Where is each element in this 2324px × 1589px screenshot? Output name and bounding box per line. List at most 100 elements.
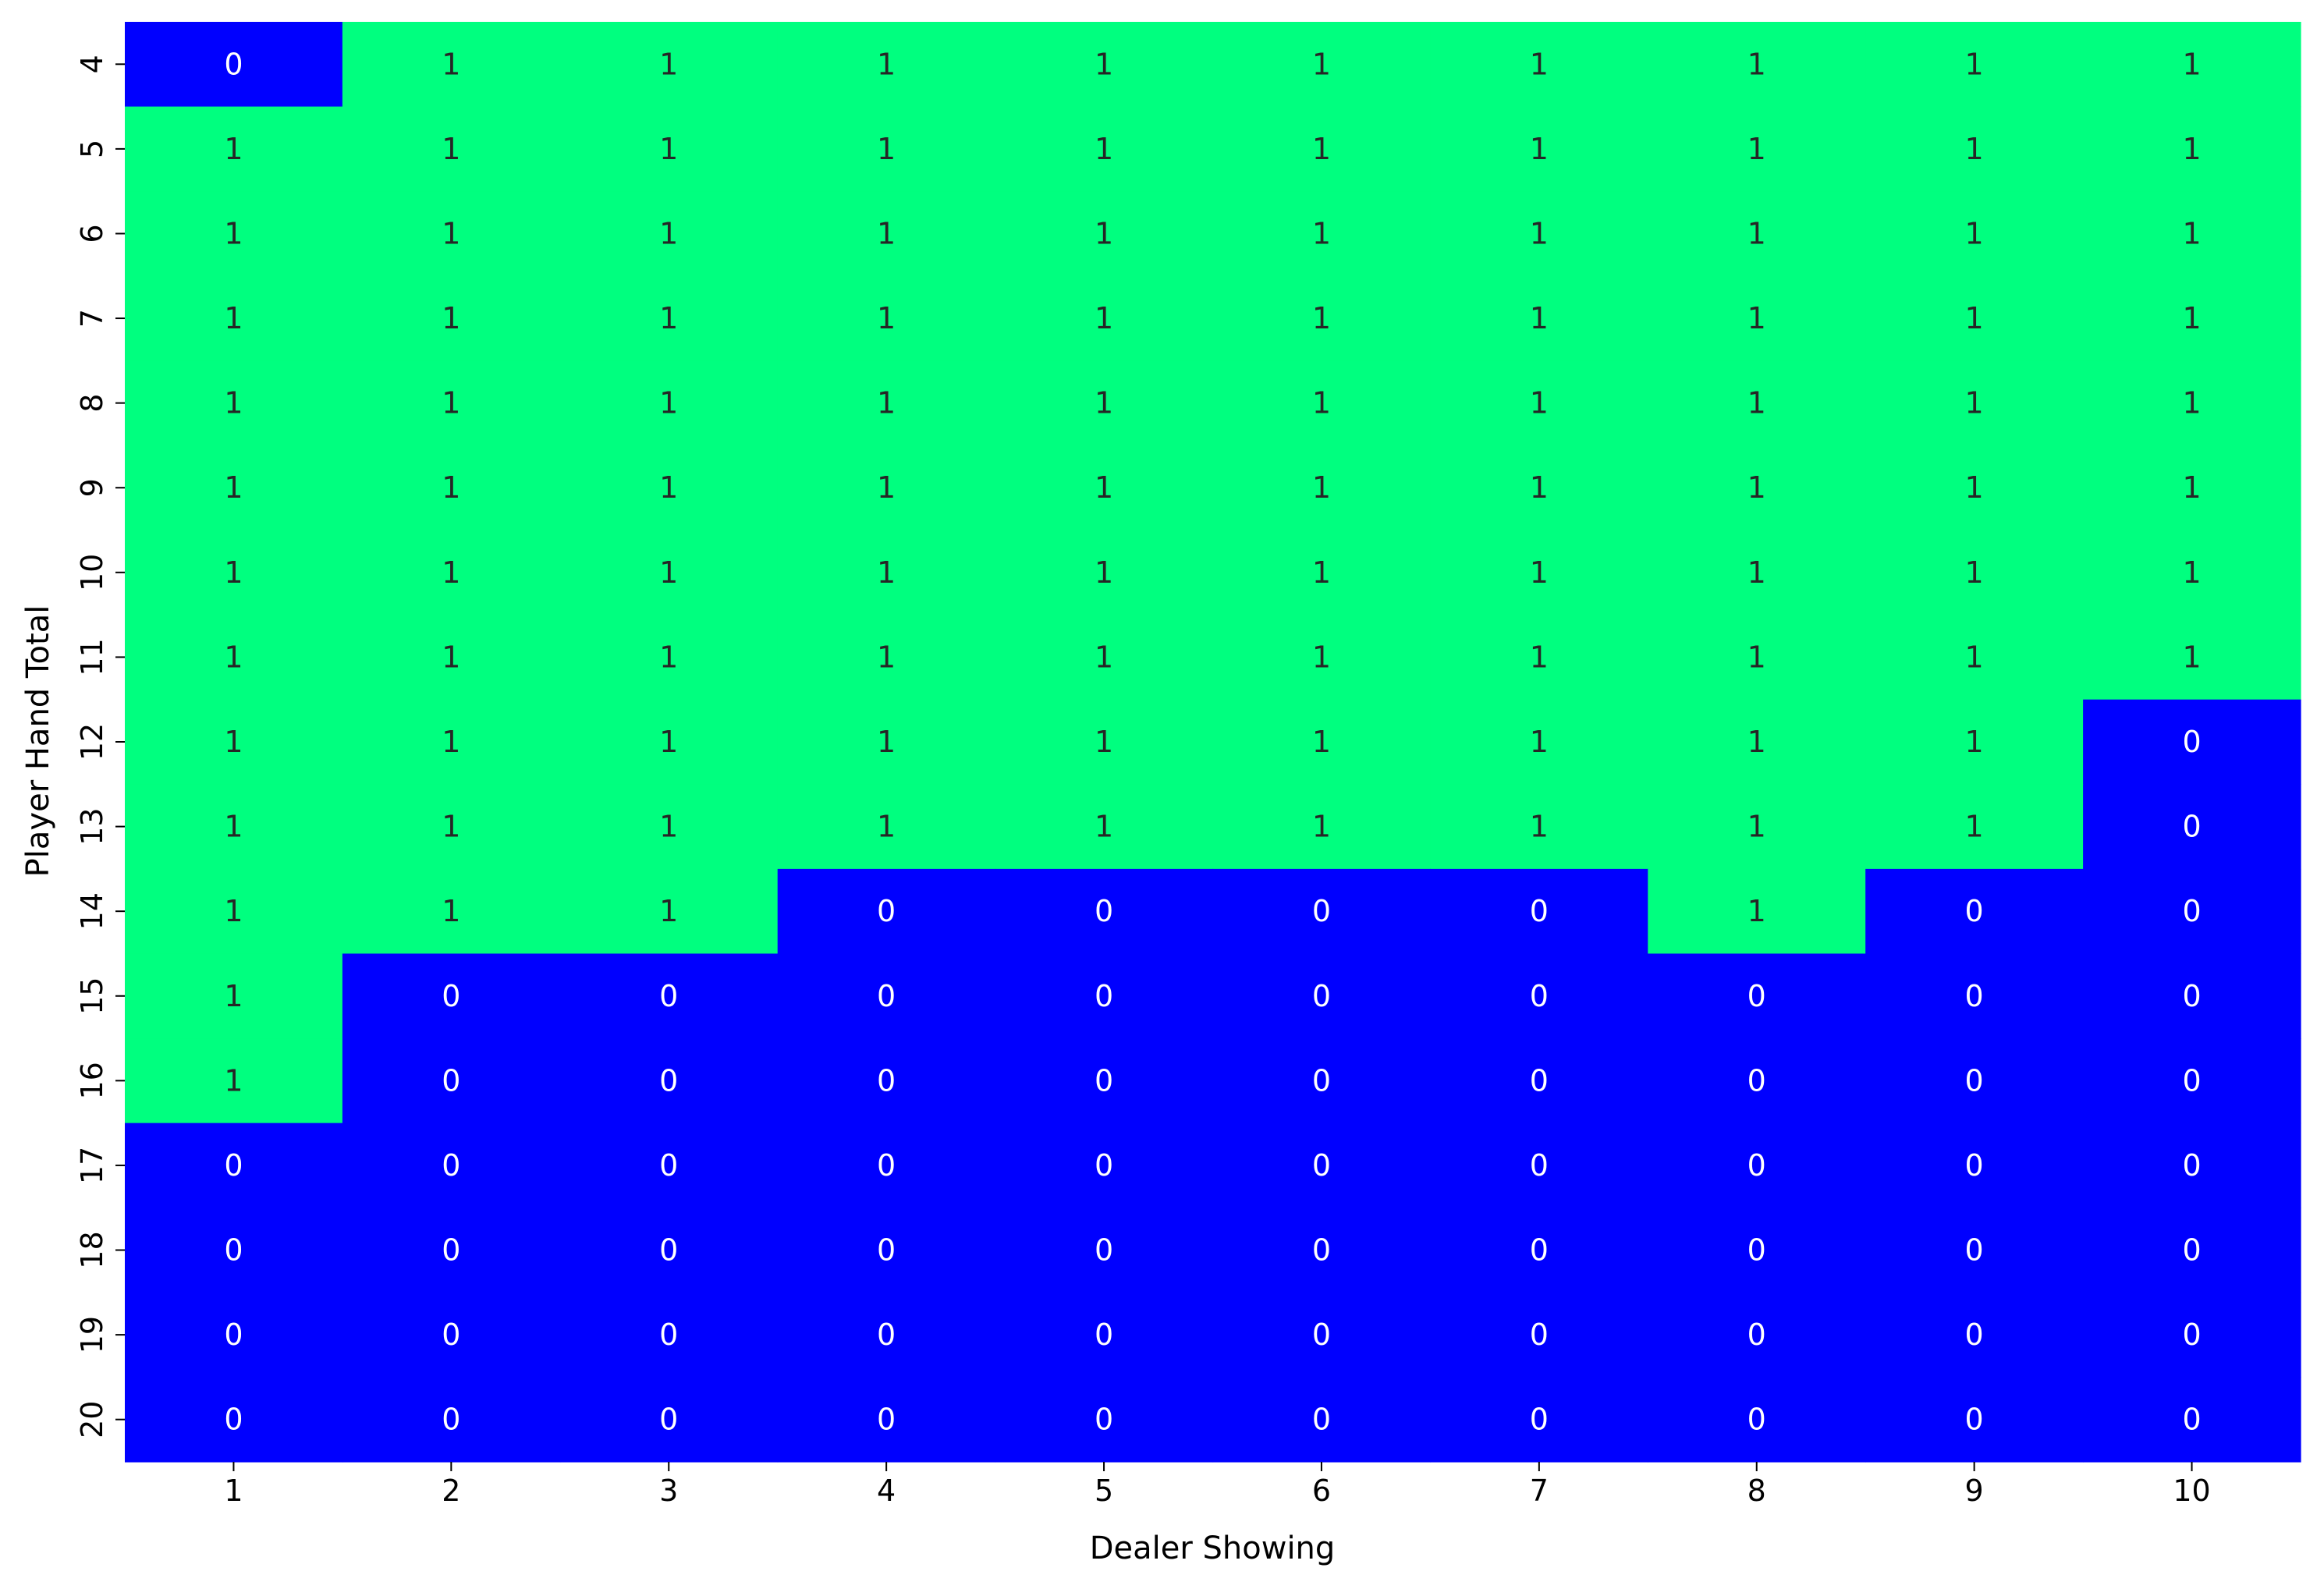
x-tick-label-3: 3: [659, 1474, 678, 1508]
heatmap-cell-15-3: [559, 953, 779, 1039]
heatmap-cell-6-7: [1430, 191, 1648, 277]
cell-value-label-17-1: 0: [224, 1148, 243, 1183]
cell-value-label-9-8: 1: [1747, 470, 1766, 505]
cell-value-label-4-5: 1: [1095, 47, 1113, 81]
heatmap-cell-7-6: [1212, 275, 1431, 361]
cell-value-label-19-7: 0: [1530, 1318, 1549, 1352]
cell-value-label-8-9: 1: [1965, 386, 1984, 420]
cell-value-label-9-7: 1: [1530, 470, 1549, 505]
cell-value-label-18-1: 0: [224, 1233, 243, 1268]
cell-value-label-9-3: 1: [659, 470, 678, 505]
cell-value-label-12-8: 1: [1747, 725, 1766, 759]
heatmap-cell-20-8: [1648, 1377, 1866, 1463]
cell-value-label-6-5: 1: [1095, 216, 1113, 250]
heatmap-cell-14-4: [777, 868, 996, 955]
heatmap-cell-6-6: [1212, 191, 1431, 277]
heatmap-cell-12-8: [1648, 699, 1866, 785]
cell-value-label-14-2: 1: [442, 894, 460, 928]
heatmap-cell-4-7: [1430, 22, 1648, 108]
x-tick-label-8: 8: [1747, 1474, 1766, 1508]
x-tick-label-10: 10: [2173, 1474, 2210, 1508]
cell-value-label-18-7: 0: [1530, 1233, 1549, 1268]
heatmap-cell-10-5: [995, 530, 1214, 615]
heatmap-cell-20-1: [125, 1377, 343, 1463]
x-tick-label-2: 2: [442, 1474, 460, 1508]
heatmap-cell-8-5: [995, 360, 1214, 446]
cell-value-label-15-3: 0: [659, 979, 678, 1013]
cell-value-label-7-6: 1: [1312, 301, 1331, 335]
cell-value-label-13-10: 0: [2182, 810, 2201, 844]
cell-value-label-9-10: 1: [2182, 470, 2201, 505]
heatmap-cell-12-3: [559, 699, 779, 785]
cell-value-label-5-9: 1: [1965, 132, 1984, 166]
heatmap-cell-12-4: [777, 699, 996, 785]
heatmap-cell-5-8: [1648, 106, 1866, 192]
cell-value-label-15-1: 1: [224, 979, 243, 1013]
cell-value-label-16-8: 0: [1747, 1063, 1766, 1098]
heatmap-cell-17-8: [1648, 1123, 1866, 1208]
y-axis-label: Player Hand Total: [20, 605, 56, 878]
cell-value-label-5-8: 1: [1747, 132, 1766, 166]
cell-value-label-15-5: 0: [1095, 979, 1113, 1013]
heatmap-cell-14-6: [1212, 868, 1431, 955]
cell-value-label-9-2: 1: [442, 470, 460, 505]
cell-value-label-8-5: 1: [1095, 386, 1113, 420]
heatmap-cell-20-5: [995, 1377, 1214, 1463]
cell-value-label-10-6: 1: [1312, 555, 1331, 590]
cell-value-label-6-7: 1: [1530, 216, 1549, 250]
heatmap-cell-9-1: [125, 445, 343, 531]
y-tick-label-12: 12: [75, 723, 109, 761]
cell-value-label-10-10: 1: [2182, 555, 2201, 590]
cell-value-label-4-2: 1: [442, 47, 460, 81]
heatmap-cell-15-4: [777, 953, 996, 1039]
cell-value-label-14-4: 0: [877, 894, 896, 928]
heatmap-cell-17-7: [1430, 1123, 1648, 1208]
cell-value-label-4-8: 1: [1747, 47, 1766, 81]
heatmap-cell-11-1: [125, 615, 343, 701]
heatmap-cell-8-8: [1648, 360, 1866, 446]
heatmap-cell-15-5: [995, 953, 1214, 1039]
heatmap-cell-13-4: [777, 784, 996, 870]
cell-value-label-20-2: 0: [442, 1403, 460, 1437]
heatmap-cell-15-9: [1865, 953, 2084, 1039]
heatmap-cell-4-6: [1212, 22, 1431, 108]
cell-value-label-12-2: 1: [442, 725, 460, 759]
heatmap-cell-18-3: [559, 1208, 779, 1293]
heatmap-cell-20-4: [777, 1377, 996, 1463]
heatmap-cell-10-4: [777, 530, 996, 615]
heatmap-cell-16-3: [559, 1038, 779, 1124]
cell-value-label-5-4: 1: [877, 132, 896, 166]
heatmap-cell-5-4: [777, 106, 996, 192]
cell-value-label-11-4: 1: [877, 640, 896, 674]
heatmap-cell-15-2: [342, 953, 561, 1039]
cell-value-label-15-8: 0: [1747, 979, 1766, 1013]
heatmap-cell-5-9: [1865, 106, 2084, 192]
heatmap-cell-4-3: [559, 22, 779, 108]
cell-value-label-11-8: 1: [1747, 640, 1766, 674]
heatmap-cell-14-2: [342, 868, 561, 955]
heatmap-cell-11-3: [559, 615, 779, 701]
cell-value-label-8-7: 1: [1530, 386, 1549, 420]
heatmap-cell-20-7: [1430, 1377, 1648, 1463]
cell-value-label-11-5: 1: [1095, 640, 1113, 674]
y-tick-label-4: 4: [75, 55, 109, 73]
cell-value-label-9-5: 1: [1095, 470, 1113, 505]
heatmap-cell-8-7: [1430, 360, 1648, 446]
heatmap-cell-16-2: [342, 1038, 561, 1124]
heatmap-cell-7-5: [995, 275, 1214, 361]
cell-value-label-8-10: 1: [2182, 386, 2201, 420]
cell-value-label-18-5: 0: [1095, 1233, 1113, 1268]
heatmap-cell-7-2: [342, 275, 561, 361]
cell-value-label-16-4: 0: [877, 1063, 896, 1098]
cell-value-label-11-9: 1: [1965, 640, 1984, 674]
heatmap-cell-9-4: [777, 445, 996, 531]
cell-value-label-6-6: 1: [1312, 216, 1331, 250]
cell-value-label-14-5: 0: [1095, 894, 1113, 928]
cell-value-label-10-7: 1: [1530, 555, 1549, 590]
cell-value-label-5-5: 1: [1095, 132, 1113, 166]
heatmap-cell-10-1: [125, 530, 343, 615]
cell-value-label-18-6: 0: [1312, 1233, 1331, 1268]
cell-value-label-6-4: 1: [877, 216, 896, 250]
cell-value-label-13-5: 1: [1095, 810, 1113, 844]
cell-value-label-6-8: 1: [1747, 216, 1766, 250]
